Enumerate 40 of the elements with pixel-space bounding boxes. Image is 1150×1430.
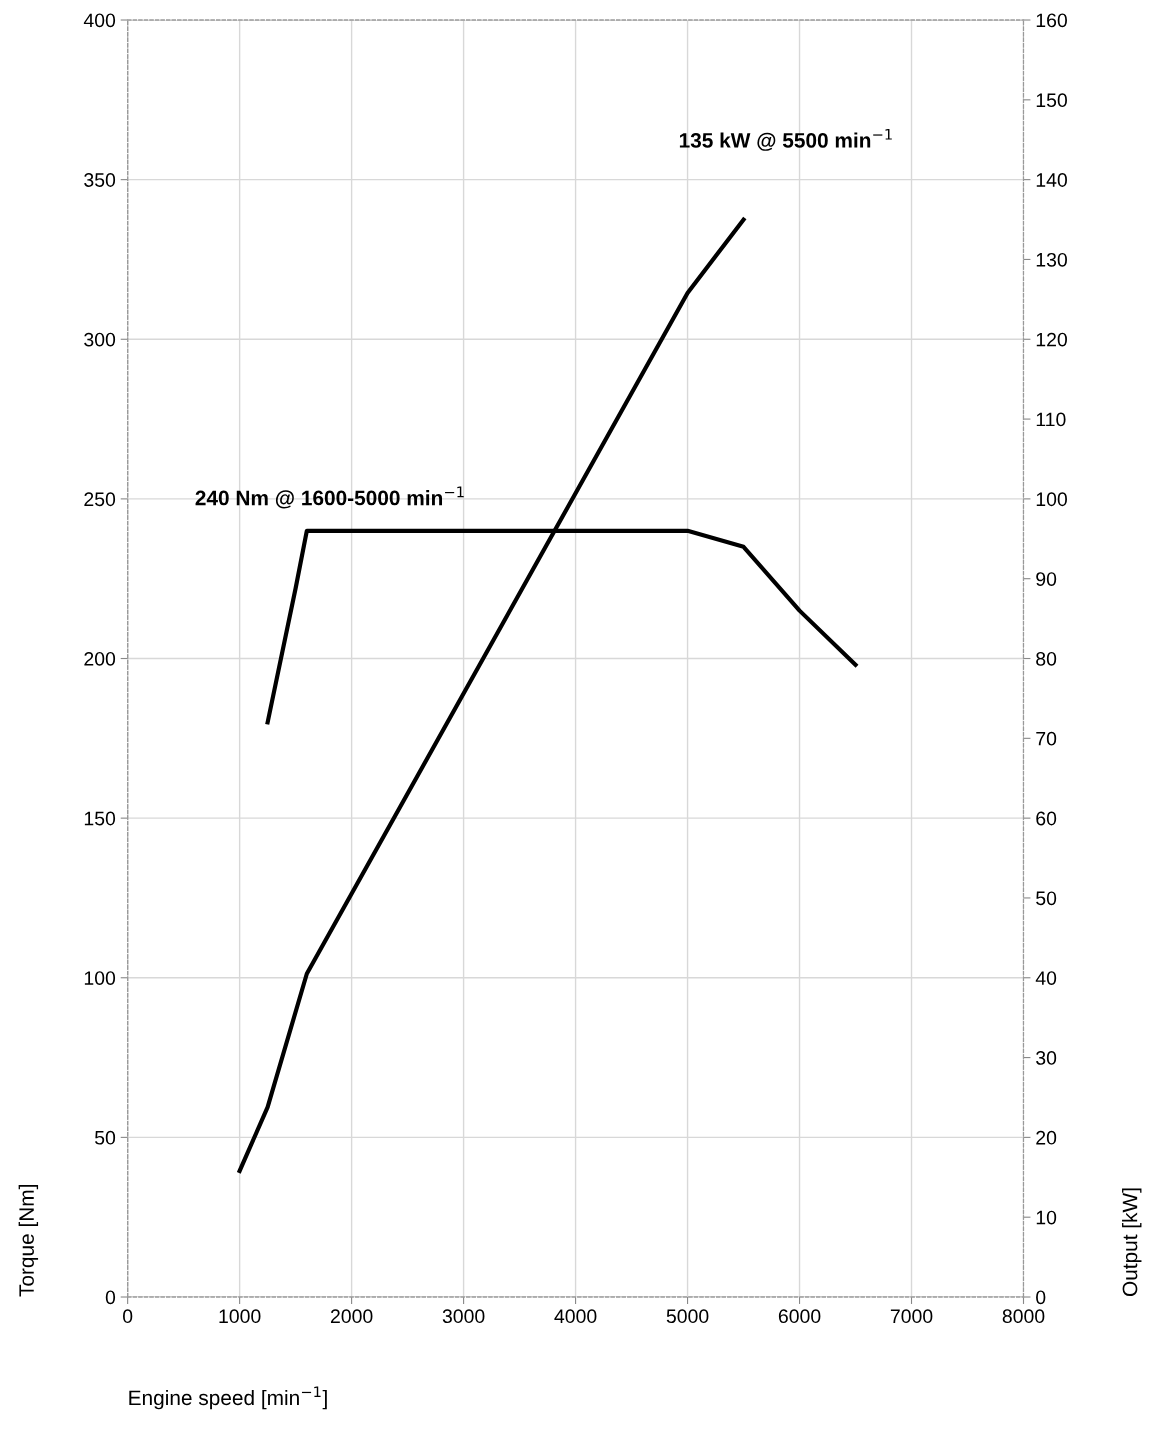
y2-tick-label: 80: [1036, 651, 1057, 666]
y-tick-label: 250: [84, 492, 116, 507]
x-tick-label: 4000: [554, 1309, 597, 1324]
y-tick-label: 350: [84, 173, 116, 187]
x-tick-label: 0: [123, 1309, 133, 1324]
y2-tick-label: 50: [1036, 891, 1057, 906]
x-axis-title: Engine speed [min$^{−1}$]: [129, 1386, 327, 1410]
y2-tick-label: 70: [1036, 731, 1057, 746]
y-tick-label: 300: [84, 332, 116, 347]
y2-tick-label: 100: [1036, 492, 1067, 507]
y2-tick-label: 120: [1036, 332, 1067, 347]
x-tick-label: 5000: [666, 1309, 709, 1324]
x-tick-label: 3000: [442, 1309, 485, 1324]
annotation: 240 Nm @ 1600-5000 min$^{−1}$: [195, 486, 464, 509]
x-tick-label: 7000: [890, 1309, 933, 1324]
y2-tick-label: 20: [1036, 1130, 1057, 1145]
y-axis-title: Torque [Nm]: [18, 1185, 39, 1297]
y2-axis-title: Output [kW]: [1122, 1188, 1142, 1297]
x-tick-label: 2000: [330, 1309, 373, 1324]
y2-tick-label: 90: [1036, 572, 1057, 586]
y-tick-label: 0: [105, 1290, 116, 1305]
x-tick-label: 1000: [219, 1309, 261, 1324]
y-tick-label: 100: [84, 971, 116, 985]
y2-tick-label: 160: [1036, 13, 1067, 28]
y2-tick-label: 140: [1036, 173, 1067, 187]
y2-tick-label: 130: [1036, 252, 1067, 267]
annotation: 135 kW @ 5500 min$^{−1}$: [679, 128, 892, 151]
y2-tick-label: 110: [1036, 412, 1066, 427]
x-tick-label: 6000: [778, 1309, 821, 1324]
x-tick-label: 8000: [1002, 1309, 1045, 1324]
y2-tick-label: 40: [1035, 971, 1057, 985]
y2-tick-label: 10: [1036, 1210, 1057, 1225]
y-tick-label: 400: [83, 13, 116, 28]
y-tick-label: 200: [84, 651, 116, 666]
y-tick-label: 150: [84, 811, 116, 826]
y2-tick-label: 60: [1036, 811, 1057, 826]
y2-tick-label: 150: [1036, 93, 1067, 108]
y2-tick-label: 30: [1036, 1051, 1057, 1065]
y-tick-label: 50: [95, 1130, 116, 1145]
y2-tick-label: 0: [1036, 1290, 1046, 1305]
